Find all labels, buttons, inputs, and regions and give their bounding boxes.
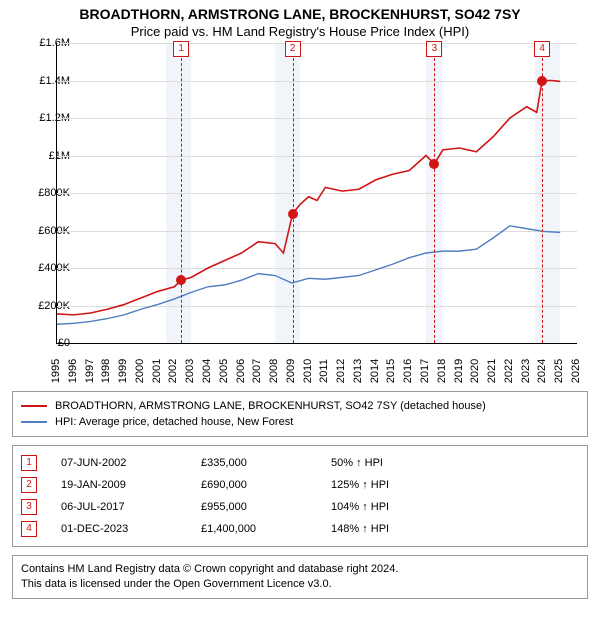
event-pct: 125% ↑ HPI [331,479,579,491]
x-axis-label: 2010 [302,359,314,383]
legend: BROADTHORN, ARMSTRONG LANE, BROCKENHURST… [12,391,588,437]
x-axis-label: 2026 [570,359,582,383]
legend-label: HPI: Average price, detached house, New … [55,416,293,428]
event-number: 3 [21,499,37,515]
x-axis-label: 1995 [50,359,62,383]
legend-swatch [21,421,47,423]
x-axis-label: 2002 [167,359,179,383]
x-axis-label: 2025 [553,359,565,383]
event-row: 2 19-JAN-2009£690,000125% ↑ HPI [21,474,579,496]
event-number: 4 [21,521,37,537]
event-price: £955,000 [201,501,331,513]
x-axis-label: 2011 [318,359,330,383]
x-axis-label: 1998 [100,359,112,383]
x-axis-label: 2015 [385,359,397,383]
event-date: 07-JUN-2002 [61,457,201,469]
x-axis-label: 2013 [352,359,364,383]
footer-line: Contains HM Land Registry data © Crown c… [21,562,579,577]
x-axis-label: 2012 [335,359,347,383]
footer: Contains HM Land Registry data © Crown c… [12,555,588,599]
x-axis-label: 2023 [520,359,532,383]
event-date: 01-DEC-2023 [61,523,201,535]
x-axis-label: 2006 [235,359,247,383]
x-axis-label: 2007 [251,359,263,383]
legend-row: HPI: Average price, detached house, New … [21,414,579,430]
x-axis-label: 2019 [453,359,465,383]
x-axis-label: 2022 [503,359,515,383]
x-axis-label: 2000 [134,359,146,383]
x-axis-label: 2009 [285,359,297,383]
x-axis-label: 2014 [369,359,381,383]
x-axis-label: 2021 [486,359,498,383]
event-price: £335,000 [201,457,331,469]
events-table: 1 07-JUN-2002£335,00050% ↑ HPI 2 19-JAN-200… [12,445,588,547]
x-axis-label: 2020 [469,359,481,383]
event-number: 1 [21,455,37,471]
x-axis-label: 2003 [184,359,196,383]
event-row: 3 06-JUL-2017£955,000104% ↑ HPI [21,496,579,518]
x-axis-label: 2008 [268,359,280,383]
event-date: 19-JAN-2009 [61,479,201,491]
event-pct: 148% ↑ HPI [331,523,579,535]
x-axis-label: 2018 [436,359,448,383]
event-number: 2 [21,477,37,493]
legend-row: BROADTHORN, ARMSTRONG LANE, BROCKENHURST… [21,398,579,414]
event-row: 1 07-JUN-2002£335,00050% ↑ HPI [21,452,579,474]
chart-area: £0£200K£400K£600K£800K£1M£1.2M£1.4M£1.6M… [40,43,600,383]
x-axis-label: 1997 [84,359,96,383]
x-axis-label: 2016 [402,359,414,383]
x-axis-label: 1999 [117,359,129,383]
chart-subtitle: Price paid vs. HM Land Registry's House … [0,22,600,43]
event-price: £1,400,000 [201,523,331,535]
footer-line: This data is licensed under the Open Gov… [21,577,579,592]
event-row: 4 01-DEC-2023£1,400,000148% ↑ HPI [21,518,579,540]
x-axis-label: 2001 [151,359,163,383]
event-pct: 50% ↑ HPI [331,457,579,469]
event-date: 06-JUL-2017 [61,501,201,513]
legend-label: BROADTHORN, ARMSTRONG LANE, BROCKENHURST… [55,400,486,412]
event-price: £690,000 [201,479,331,491]
x-axis-label: 2017 [419,359,431,383]
legend-swatch [21,405,47,407]
event-pct: 104% ↑ HPI [331,501,579,513]
x-axis-label: 2004 [201,359,213,383]
chart-title: BROADTHORN, ARMSTRONG LANE, BROCKENHURST… [0,0,600,22]
x-axis-label: 1996 [67,359,79,383]
x-axis-label: 2024 [536,359,548,383]
x-axis-label: 2005 [218,359,230,383]
